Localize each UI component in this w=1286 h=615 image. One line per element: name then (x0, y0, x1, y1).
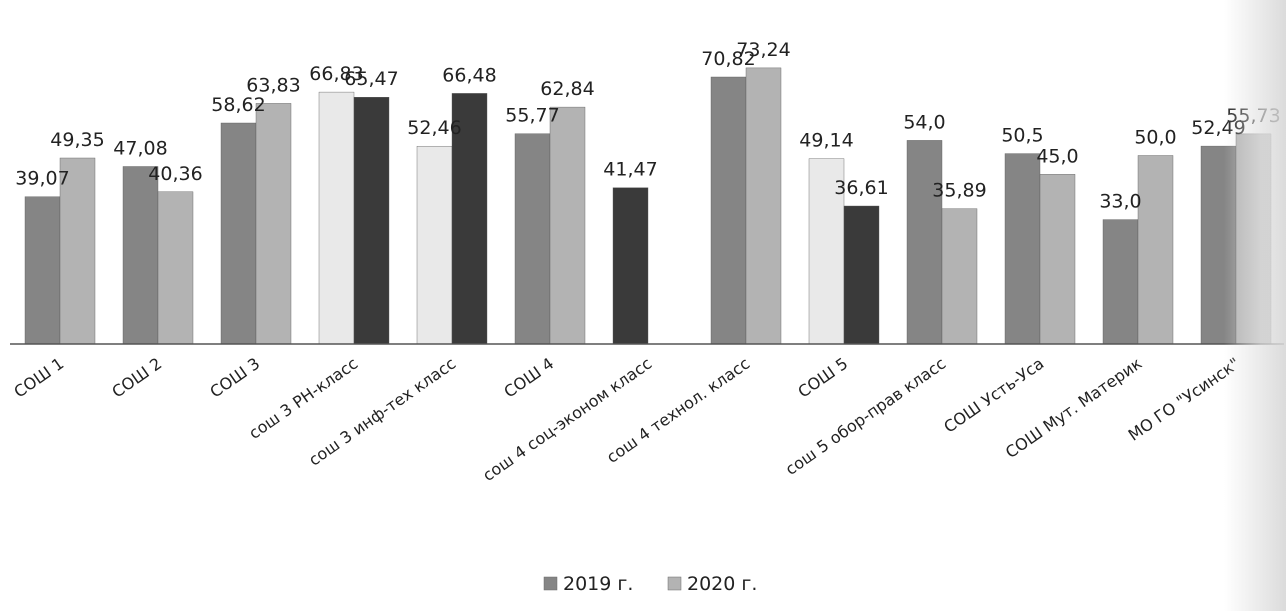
bar-series2-2 (255, 103, 292, 345)
data-label-series2-3: 65,47 (344, 68, 398, 90)
bar-series1-10 (1004, 153, 1041, 345)
legend-label-2020: 2020 г. (687, 573, 757, 595)
legend-label-2019: 2019 г. (563, 573, 633, 595)
data-label-series1-0: 39,07 (15, 168, 69, 190)
bar-series2-7 (745, 67, 782, 345)
bar-series2-8 (843, 205, 880, 345)
data-label-series2-10: 45,0 (1036, 145, 1078, 167)
bar-series2-1 (157, 191, 194, 345)
data-label-series1-2: 58,62 (211, 94, 265, 116)
data-label-series1-6: 41,47 (603, 159, 657, 181)
data-label-series2-2: 63,83 (246, 74, 300, 96)
data-label-series2-0: 49,35 (50, 129, 104, 151)
data-label-series2-5: 62,84 (540, 78, 594, 100)
data-label-series2-7: 73,24 (736, 39, 790, 61)
bar-series1-1 (122, 166, 159, 345)
bar-series2-9 (941, 208, 978, 345)
legend: 2019 г. 2020 г. (543, 573, 757, 595)
category-label-2: СОШ 3 (206, 354, 263, 402)
data-label-series1-3: 66,83 (309, 63, 363, 85)
bar-series2-5 (549, 106, 586, 345)
bar-series1-4 (416, 145, 453, 345)
bar-series2-4 (451, 93, 488, 345)
data-label-series1-4: 52,46 (407, 117, 461, 139)
data-label-series2-12: 55,73 (1226, 105, 1280, 127)
category-label-5: СОШ 4 (500, 354, 557, 402)
category-label-1: СОШ 2 (108, 354, 165, 402)
data-label-series2-9: 35,89 (932, 180, 986, 202)
data-label-series1-10: 50,5 (1001, 125, 1043, 147)
bar-series1-2 (220, 122, 257, 345)
bar-series1-9 (906, 140, 943, 345)
data-label-series1-7: 70,82 (701, 48, 755, 70)
bar-series1-8 (808, 158, 845, 345)
bars-layer (24, 67, 1272, 345)
data-label-series1-1: 47,08 (113, 138, 167, 160)
category-label-10: СОШ Усть-Уса (940, 354, 1047, 437)
data-label-series2-11: 50,0 (1134, 127, 1176, 149)
bar-series1-7 (710, 76, 747, 345)
category-label-0: СОШ 1 (10, 354, 67, 402)
category-label-6: сош 4 соц-эконом класс (479, 354, 655, 485)
bar-series1-12 (1200, 145, 1237, 345)
data-label-series1-11: 33,0 (1099, 191, 1141, 213)
legend-swatch-2020 (667, 576, 682, 591)
data-label-series1-9: 54,0 (903, 111, 945, 133)
bar-series1-11 (1102, 219, 1139, 345)
data-label-series2-8: 36,61 (834, 177, 888, 199)
bar-series1-0 (24, 196, 61, 345)
bar-series1-6 (612, 187, 649, 345)
category-label-8: СОШ 5 (794, 354, 851, 402)
bar-series2-0 (59, 157, 96, 345)
legend-swatch-2019 (543, 576, 558, 591)
bar-series1-5 (514, 133, 551, 345)
data-label-series2-4: 66,48 (442, 64, 496, 86)
bar-series2-12 (1235, 133, 1272, 345)
category-label-9: сош 5 обор-прав класс (782, 354, 950, 479)
bar-series2-10 (1039, 174, 1076, 345)
bar-series1-3 (318, 91, 355, 345)
bar-series2-11 (1137, 155, 1174, 345)
data-label-series1-8: 49,14 (799, 130, 853, 152)
data-label-series1-5: 55,77 (505, 105, 559, 127)
bar-series2-3 (353, 96, 390, 345)
data-label-series2-1: 40,36 (148, 163, 202, 185)
